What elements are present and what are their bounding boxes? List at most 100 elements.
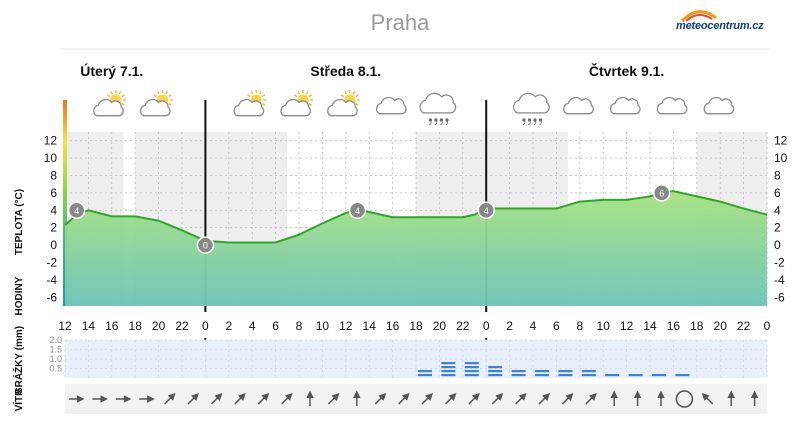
x-tick: 16 (667, 319, 681, 333)
precip-axis-title: SRÁŽKY (mm) (12, 326, 25, 394)
temperature-bubble-text: 6 (659, 188, 664, 198)
sun-ray (355, 102, 359, 106)
wind-arrow-icon (561, 392, 574, 405)
day-label: Úterý 7.1. (80, 62, 143, 79)
y-tick-left: 0 (50, 238, 57, 252)
precip-bar (464, 362, 479, 377)
x-tick: 18 (690, 319, 704, 333)
temperature-label: 4 (67, 201, 86, 220)
y-tick-right: 6 (774, 186, 781, 200)
temperature-bubble-text: 4 (74, 206, 79, 216)
x-tick: 20 (433, 319, 447, 333)
hours-axis-title: HODINY (14, 276, 25, 315)
temperature-bubble-text: 4 (355, 206, 360, 216)
precip-bar (488, 366, 503, 377)
x-tick: 2 (506, 319, 513, 333)
cloud-icon (609, 96, 641, 115)
rain-cloud-icon: ٫٫٫٫ (419, 92, 457, 126)
sun-ray (259, 91, 262, 95)
x-tick: 14 (363, 319, 377, 333)
y-tick-left: 4 (50, 203, 57, 217)
y-tick-right: 8 (774, 169, 781, 183)
temperature-bubble-text: 4 (484, 206, 489, 216)
precip-bar (441, 362, 456, 377)
x-tick: 12 (339, 319, 353, 333)
wind-calm-icon (675, 390, 694, 408)
sun-ray (153, 94, 157, 98)
x-tick: 14 (82, 319, 96, 333)
wind-axis-title: VÍTR (12, 388, 25, 412)
precip-bar-segment (464, 370, 479, 373)
precip-bar (535, 370, 549, 377)
sun-ray (308, 94, 312, 98)
sun-ray (305, 91, 309, 95)
y-tick-right: -2 (774, 256, 785, 270)
temperature-label: 6 (652, 184, 671, 202)
wind-arrow-icon (468, 392, 480, 405)
sun-ray (157, 91, 160, 95)
x-tick: 10 (316, 319, 330, 333)
cloud-shape (233, 98, 265, 117)
precip-bar-segment (441, 370, 456, 373)
temperature-bubble (196, 236, 215, 254)
cloud-sun-icon (327, 90, 360, 117)
precip-bar-segment (535, 374, 549, 377)
temperature-bubble (348, 201, 367, 220)
y-tick-right: -6 (774, 290, 785, 304)
precip-bar-segment (675, 374, 690, 377)
precip-bar (675, 374, 690, 377)
precip-bar-segment (418, 374, 432, 377)
precip-bar (511, 370, 526, 377)
raindrop (439, 118, 443, 122)
logo-text: meteocentrum.cz (676, 20, 764, 32)
y-tick-left: -4 (46, 273, 57, 287)
precip-bar-segment (558, 370, 573, 373)
precip-bar-segment (581, 370, 596, 373)
precip-tick: 1.0 (49, 354, 62, 364)
y-tick-right: 0 (774, 238, 781, 252)
y-tick-left: -6 (46, 290, 57, 304)
precip-bar-segment (488, 366, 503, 369)
raindrop (434, 118, 438, 122)
wind-arrow-icon (444, 392, 457, 405)
precip-bar (605, 374, 620, 377)
precip-bar-segment (441, 374, 456, 377)
x-tick: 8 (576, 319, 583, 333)
cloud-shape (93, 98, 124, 117)
precip-bar-segment (464, 362, 479, 365)
x-tick: 16 (386, 319, 400, 333)
y-tick-left: 6 (50, 186, 57, 200)
wind-arrow-icon (327, 392, 340, 405)
day-label: Středa 8.1. (310, 63, 381, 79)
temperature-bubble (67, 201, 86, 220)
cloud-sun-icon (93, 90, 126, 117)
cloud-shape (656, 96, 688, 115)
wind-background (65, 384, 767, 414)
temperature-area (65, 191, 767, 306)
raindrop (428, 118, 432, 122)
cloud-icon (656, 96, 688, 115)
wind-arrow-icon (515, 392, 527, 405)
sun-ray (261, 94, 266, 98)
x-tick: 18 (409, 319, 423, 333)
meteocentrum-logo[interactable]: meteocentrum.cz (676, 6, 776, 38)
wind-arrow-icon (701, 392, 714, 405)
precip-bar-segment (652, 374, 666, 377)
cloud-icon (375, 96, 407, 115)
precip-bar-segment (441, 362, 456, 365)
sun-arc-icon (680, 10, 717, 22)
cloud-sun-icon (139, 90, 173, 117)
wind-arrow-icon (257, 392, 270, 405)
y-tick-left: -2 (46, 256, 57, 270)
wind-arrow-icon (585, 392, 597, 405)
sun-ray (110, 91, 113, 95)
raindrop (527, 118, 532, 122)
wind-arrow-icon (187, 392, 200, 405)
x-tick: 4 (530, 319, 537, 333)
sun-ray (121, 102, 125, 106)
precip-tick: 1.5 (49, 345, 62, 355)
temperature-bubble (477, 201, 495, 220)
temperature-label: 0 (196, 236, 215, 254)
y-tick-right: 2 (774, 221, 781, 235)
